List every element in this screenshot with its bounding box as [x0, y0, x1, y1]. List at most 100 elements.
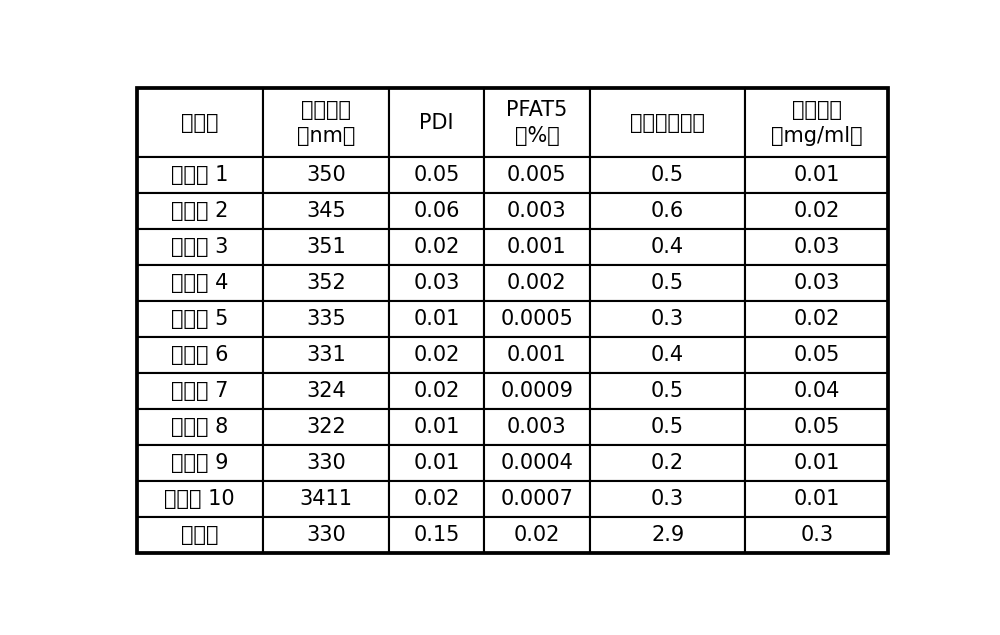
Bar	[484, 301, 590, 337]
Text: PDI: PDI	[419, 113, 454, 133]
Text: 0.01: 0.01	[794, 165, 840, 185]
Bar	[389, 265, 484, 301]
Bar	[745, 157, 888, 193]
Bar	[137, 301, 263, 337]
Text: 0.5: 0.5	[651, 165, 684, 185]
Text: 0.02: 0.02	[413, 381, 460, 401]
Bar	[745, 373, 888, 409]
Text: 0.0009: 0.0009	[500, 381, 573, 401]
Text: 2.9: 2.9	[651, 525, 684, 545]
Text: 0.5: 0.5	[651, 273, 684, 293]
Text: 0.3: 0.3	[651, 489, 684, 509]
Bar	[484, 265, 590, 301]
Bar	[590, 445, 745, 481]
Text: 0.001: 0.001	[507, 345, 567, 365]
Bar	[137, 409, 263, 445]
Text: 实施例 5: 实施例 5	[171, 309, 228, 329]
Text: 0.05: 0.05	[794, 417, 840, 437]
Bar	[590, 157, 745, 193]
Bar	[389, 229, 484, 265]
Bar	[389, 337, 484, 373]
Text: 0.05: 0.05	[413, 165, 460, 185]
Bar	[484, 481, 590, 517]
Bar	[590, 88, 745, 157]
Text: 0.0004: 0.0004	[500, 453, 573, 473]
Text: 350: 350	[306, 165, 346, 185]
Bar	[263, 373, 389, 409]
Text: 实施例 8: 实施例 8	[171, 417, 228, 437]
Text: 352: 352	[306, 273, 346, 293]
Bar	[389, 88, 484, 157]
Bar	[263, 301, 389, 337]
Text: 0.05: 0.05	[794, 345, 840, 365]
Bar	[137, 88, 263, 157]
Text: 0.01: 0.01	[794, 453, 840, 473]
Bar	[137, 229, 263, 265]
Text: 甲氧基苯胺值: 甲氧基苯胺值	[630, 113, 705, 133]
Bar	[484, 409, 590, 445]
Bar	[745, 481, 888, 517]
Text: 0.003: 0.003	[507, 201, 567, 221]
Text: 330: 330	[306, 525, 346, 545]
Bar	[263, 229, 389, 265]
Text: 324: 324	[306, 381, 346, 401]
Bar	[263, 193, 389, 229]
Bar	[263, 88, 389, 157]
Text: 实施例 10: 实施例 10	[164, 489, 235, 509]
Text: 0.3: 0.3	[800, 525, 833, 545]
Bar	[745, 88, 888, 157]
Text: 0.03: 0.03	[794, 237, 840, 257]
Bar	[389, 445, 484, 481]
Text: 平均粒径
（nm）: 平均粒径 （nm）	[297, 100, 355, 145]
Bar	[484, 445, 590, 481]
Text: 0.001: 0.001	[507, 237, 567, 257]
Text: 0.2: 0.2	[651, 453, 684, 473]
Text: 0.4: 0.4	[651, 345, 684, 365]
Text: 0.01: 0.01	[413, 453, 460, 473]
Bar	[263, 517, 389, 553]
Bar	[263, 157, 389, 193]
Text: 0.01: 0.01	[413, 417, 460, 437]
Text: 0.04: 0.04	[794, 381, 840, 401]
Text: 实验项: 实验项	[181, 113, 219, 133]
Text: 0.3: 0.3	[651, 309, 684, 329]
Bar	[484, 88, 590, 157]
Text: 实施例 3: 实施例 3	[171, 237, 228, 257]
Bar	[590, 373, 745, 409]
Text: 实施例 2: 实施例 2	[171, 201, 228, 221]
Bar	[263, 409, 389, 445]
Bar	[590, 265, 745, 301]
Bar	[137, 337, 263, 373]
Text: 0.02: 0.02	[794, 309, 840, 329]
Bar	[137, 481, 263, 517]
Bar	[389, 517, 484, 553]
Text: 351: 351	[306, 237, 346, 257]
Bar	[484, 517, 590, 553]
Bar	[389, 157, 484, 193]
Bar	[263, 481, 389, 517]
Bar	[745, 409, 888, 445]
Bar	[389, 409, 484, 445]
Text: 3411: 3411	[300, 489, 353, 509]
Text: 0.02: 0.02	[413, 489, 460, 509]
Text: 实施例 7: 实施例 7	[171, 381, 228, 401]
Text: 溶血磷脂
（mg/ml）: 溶血磷脂 （mg/ml）	[771, 100, 863, 145]
Text: PFAT5
（%）: PFAT5 （%）	[506, 100, 568, 145]
Text: 0.06: 0.06	[413, 201, 460, 221]
Text: 0.5: 0.5	[651, 417, 684, 437]
Text: 0.15: 0.15	[413, 525, 460, 545]
Bar	[263, 337, 389, 373]
Text: 0.01: 0.01	[794, 489, 840, 509]
Text: 实施例 9: 实施例 9	[171, 453, 229, 473]
Text: 0.02: 0.02	[413, 237, 460, 257]
Bar	[745, 229, 888, 265]
Text: 0.6: 0.6	[651, 201, 684, 221]
Text: 330: 330	[306, 453, 346, 473]
Bar	[389, 373, 484, 409]
Text: 实施例 1: 实施例 1	[171, 165, 228, 185]
Text: 比较例: 比较例	[181, 525, 219, 545]
Text: 0.005: 0.005	[507, 165, 567, 185]
Bar	[484, 373, 590, 409]
Text: 0.0005: 0.0005	[500, 309, 573, 329]
Text: 实施例 6: 实施例 6	[171, 345, 229, 365]
